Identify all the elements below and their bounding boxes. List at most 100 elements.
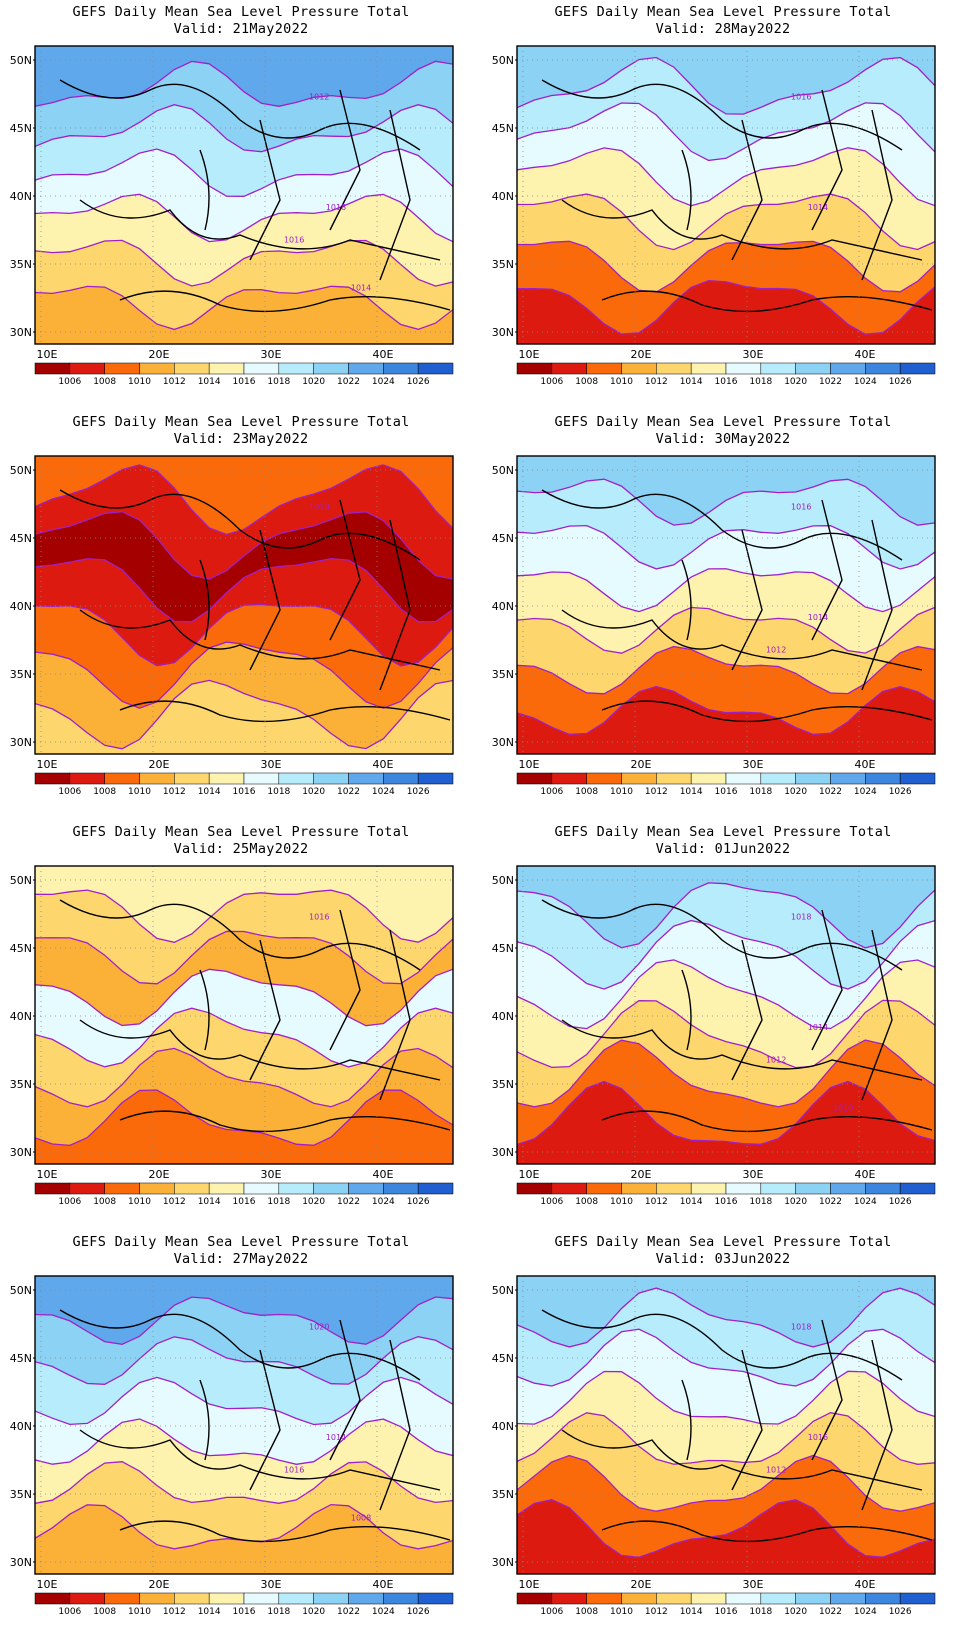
colorbar-swatch	[348, 1182, 384, 1195]
lon-label: 10E	[37, 1168, 58, 1181]
colorbar-swatch	[348, 362, 384, 375]
colorbar-swatch	[551, 1182, 587, 1195]
panel-valid-date: Valid: 01Jun2022	[655, 841, 791, 857]
lat-label: 45N	[10, 1352, 32, 1365]
colorbar-label: 1020	[784, 377, 807, 387]
coastline	[329, 1319, 411, 1511]
colorbar-label: 1018	[267, 787, 290, 797]
lat-label: 35N	[10, 1078, 32, 1091]
isobar-line	[517, 240, 935, 293]
contour-label: 1014	[326, 1433, 346, 1442]
lat-label: 35N	[10, 258, 32, 271]
colorbar-swatch	[174, 772, 210, 785]
colorbar-label: 1026	[889, 1607, 912, 1617]
colorbar-swatch	[656, 1592, 692, 1605]
colorbar-swatch	[830, 362, 866, 375]
isobar-line	[35, 148, 453, 197]
coastline	[329, 909, 411, 1101]
isobar-line	[517, 959, 935, 1030]
lat-label: 30N	[10, 1146, 32, 1159]
colorbar-label: 1020	[302, 1607, 325, 1617]
coastline	[79, 199, 441, 261]
colorbar-swatch	[104, 1182, 140, 1195]
colorbar-swatch	[690, 772, 727, 785]
coastline	[601, 1110, 933, 1133]
isobar-line	[35, 464, 453, 536]
coastline	[561, 199, 923, 261]
colorbar-label: 1026	[889, 377, 912, 387]
isobar-line	[517, 56, 935, 115]
lat-label: 40N	[10, 600, 32, 613]
colorbar-label: 1012	[163, 377, 186, 387]
colorbar-swatch	[208, 1592, 245, 1605]
coastline	[811, 89, 893, 281]
colorbar-label: 1024	[372, 787, 395, 797]
colorbar-swatch	[278, 362, 314, 375]
lat-label: 35N	[10, 668, 32, 681]
colorbar-swatch	[725, 362, 762, 375]
colorbar-swatch	[621, 772, 657, 785]
map-panel: GEFS Daily Mean Sea Level Pressure Total…	[482, 1230, 964, 1640]
coastline	[681, 1349, 763, 1491]
isobar-line	[35, 968, 453, 1027]
colorbar-swatch	[69, 362, 105, 375]
lat-label: 45N	[492, 122, 514, 135]
coastline	[561, 1429, 923, 1491]
colorbar-label: 1008	[575, 377, 598, 387]
lat-label: 35N	[492, 668, 514, 681]
map-panel: GEFS Daily Mean Sea Level Pressure Total…	[0, 820, 482, 1230]
colorbar-label: 1010	[128, 377, 151, 387]
colorbar-label: 1008	[93, 787, 116, 797]
lat-label: 50N	[492, 464, 514, 477]
colorbar-swatch	[760, 1592, 796, 1605]
lon-label: 40E	[855, 1168, 876, 1181]
colorbar-swatch	[899, 362, 936, 375]
colorbar-swatch	[34, 772, 71, 785]
lat-label: 50N	[492, 1284, 514, 1297]
coastline	[199, 939, 281, 1081]
panel-valid-date: Valid: 30May2022	[655, 431, 791, 447]
lat-label: 30N	[10, 736, 32, 749]
colorbar-label: 1018	[267, 1607, 290, 1617]
colorbar-label: 1006	[58, 1607, 81, 1617]
lat-label: 50N	[10, 54, 32, 67]
colorbar-label: 1006	[540, 787, 563, 797]
lat-label: 50N	[10, 464, 32, 477]
colorbar-label: 1014	[680, 1607, 703, 1617]
colorbar-swatch	[586, 1182, 622, 1195]
lon-label: 10E	[37, 758, 58, 771]
colorbar-swatch	[278, 1182, 314, 1195]
lon-label: 30E	[743, 1168, 764, 1181]
lon-label: 30E	[743, 348, 764, 361]
colorbar-label: 1016	[233, 1197, 256, 1207]
colorbar-label: 1006	[58, 377, 81, 387]
isobar-line	[35, 1336, 453, 1385]
colorbar-label: 1020	[302, 787, 325, 797]
pressure-map: 1016 1014 1012 50N 45N 40N 35N 30N 10E 20E 30E 40E 1…	[492, 455, 936, 797]
contour-label: 1012	[766, 1056, 786, 1065]
colorbar-label: 1024	[854, 1607, 877, 1617]
colorbar-swatch	[139, 1182, 175, 1195]
isobar-line	[517, 1499, 935, 1558]
colorbar-swatch	[865, 772, 901, 785]
coastline	[199, 1349, 281, 1491]
coastline	[601, 1520, 933, 1543]
lon-label: 30E	[261, 1578, 282, 1591]
colorbar-swatch	[586, 772, 622, 785]
colorbar-label: 1014	[198, 1197, 221, 1207]
coastline	[811, 1319, 893, 1511]
contour-label: 1012	[766, 1466, 786, 1475]
isobar-line	[35, 1296, 453, 1345]
lon-label: 20E	[631, 758, 652, 771]
colorbar-label: 1016	[715, 1607, 738, 1617]
colorbar-swatch	[551, 772, 587, 785]
isobar-line	[35, 1418, 453, 1465]
coastline	[119, 700, 451, 723]
contour-label: 1016	[791, 503, 811, 512]
coastline	[199, 119, 281, 261]
colorbar-label: 1006	[58, 787, 81, 797]
lon-label: 20E	[631, 348, 652, 361]
colorbar-swatch	[174, 362, 210, 375]
lat-label: 40N	[10, 1420, 32, 1433]
colorbar-swatch	[899, 1182, 936, 1195]
